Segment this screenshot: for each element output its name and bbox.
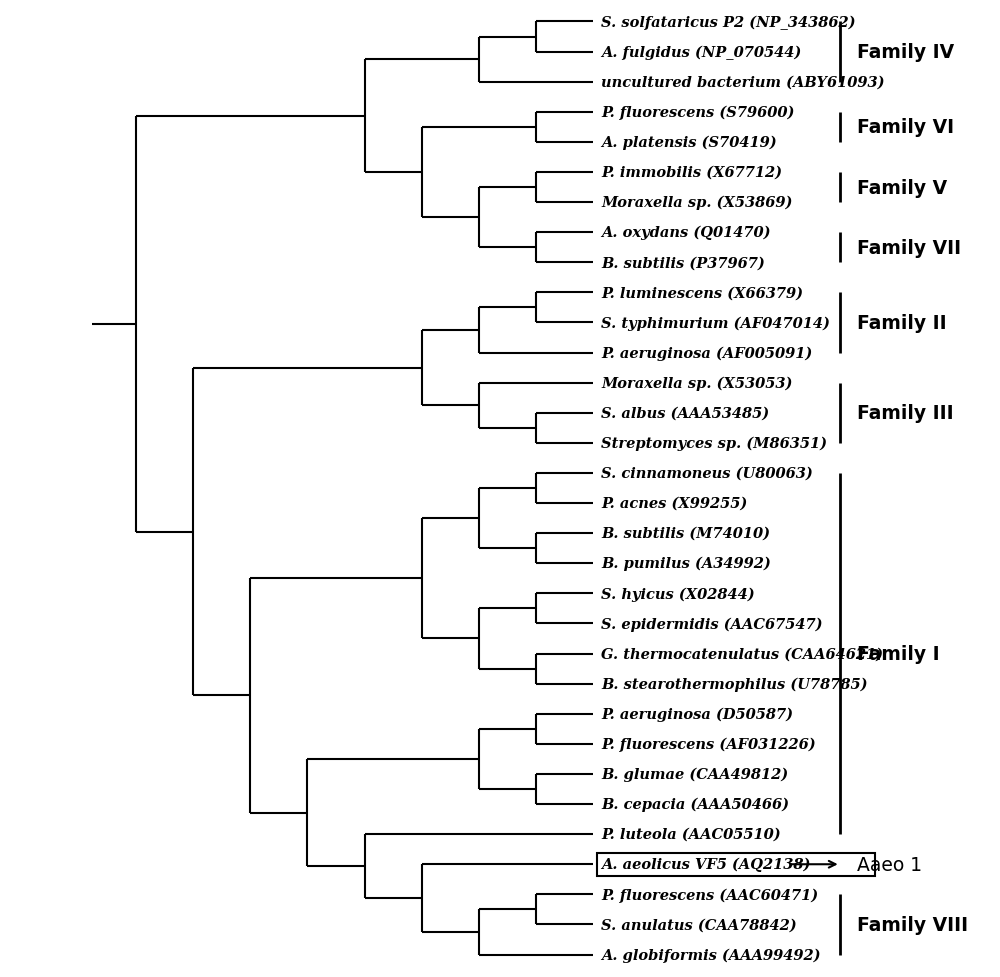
Text: S. cinnamoneus (U80063): S. cinnamoneus (U80063): [601, 466, 813, 481]
Bar: [597, 853, 875, 876]
Text: Family V: Family V: [857, 179, 947, 197]
Text: G. thermocatenulatus (CAA64621): G. thermocatenulatus (CAA64621): [601, 647, 883, 660]
Text: B. glumae (CAA49812): B. glumae (CAA49812): [601, 767, 789, 782]
Text: B. pumilus (A34992): B. pumilus (A34992): [601, 557, 771, 571]
Text: P. acnes (X99255): P. acnes (X99255): [601, 496, 748, 511]
Text: Streptomyces sp. (M86351): Streptomyces sp. (M86351): [601, 436, 827, 450]
Text: B. stearothermophilus (U78785): B. stearothermophilus (U78785): [601, 677, 868, 691]
Text: Aaeo 1: Aaeo 1: [857, 855, 922, 873]
Text: uncultured bacterium (ABY61093): uncultured bacterium (ABY61093): [601, 75, 885, 90]
Text: P. aeruginosa (D50587): P. aeruginosa (D50587): [601, 706, 793, 721]
Text: Family VIII: Family VIII: [857, 915, 968, 934]
Text: Family III: Family III: [857, 404, 954, 423]
Text: Family VII: Family VII: [857, 238, 961, 258]
Text: B. cepacia (AAA50466): B. cepacia (AAA50466): [601, 797, 789, 812]
Text: A. globiformis (AAA99492): A. globiformis (AAA99492): [601, 948, 821, 961]
Text: S. solfataricus P2 (NP_343862): S. solfataricus P2 (NP_343862): [601, 16, 856, 29]
Text: Family I: Family I: [857, 645, 940, 663]
Text: A. fulgidus (NP_070544): A. fulgidus (NP_070544): [601, 45, 802, 60]
Text: P. luminescens (X66379): P. luminescens (X66379): [601, 286, 803, 300]
Text: P. fluorescens (AF031226): P. fluorescens (AF031226): [601, 737, 816, 751]
Text: A. oxydans (Q01470): A. oxydans (Q01470): [601, 226, 771, 240]
Text: S. typhimurium (AF047014): S. typhimurium (AF047014): [601, 316, 830, 330]
Text: Moraxella sp. (X53053): Moraxella sp. (X53053): [601, 376, 793, 391]
Text: P. luteola (AAC05510): P. luteola (AAC05510): [601, 828, 781, 841]
Text: P. aeruginosa (AF005091): P. aeruginosa (AF005091): [601, 346, 813, 361]
Text: Family II: Family II: [857, 314, 947, 332]
Text: Family IV: Family IV: [857, 43, 954, 62]
Text: Family VI: Family VI: [857, 118, 954, 137]
Text: Moraxella sp. (X53869): Moraxella sp. (X53869): [601, 195, 793, 210]
Text: P. fluorescens (S79600): P. fluorescens (S79600): [601, 106, 795, 120]
Text: A. platensis (S70419): A. platensis (S70419): [601, 136, 777, 149]
Text: P. fluorescens (AAC60471): P. fluorescens (AAC60471): [601, 887, 819, 902]
Text: S. albus (AAA53485): S. albus (AAA53485): [601, 406, 770, 420]
Text: S. anulatus (CAA78842): S. anulatus (CAA78842): [601, 917, 797, 931]
Text: A. aeolicus VF5 (AQ2138): A. aeolicus VF5 (AQ2138): [601, 857, 811, 871]
Text: P. immobilis (X67712): P. immobilis (X67712): [601, 166, 782, 180]
Text: S. hyicus (X02844): S. hyicus (X02844): [601, 586, 755, 601]
Text: B. subtilis (P37967): B. subtilis (P37967): [601, 256, 765, 270]
Text: B. subtilis (M74010): B. subtilis (M74010): [601, 527, 770, 540]
Text: S. epidermidis (AAC67547): S. epidermidis (AAC67547): [601, 616, 823, 631]
